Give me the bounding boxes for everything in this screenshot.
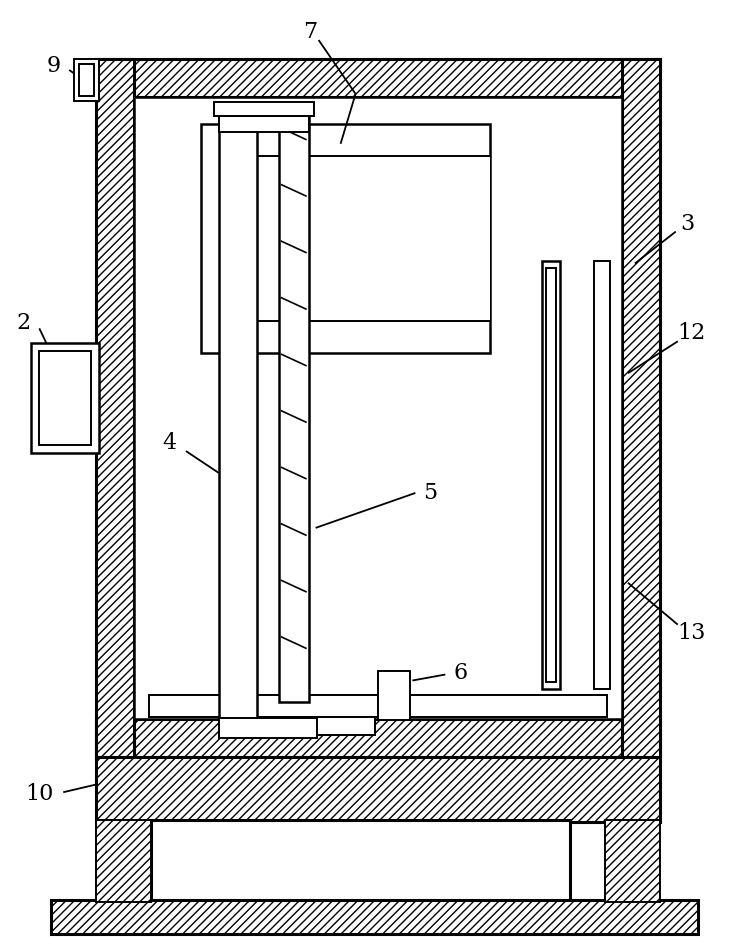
Bar (221, 717, 376, 735)
Bar (96, 59, 134, 758)
Bar (39, 351, 91, 445)
Bar (149, 695, 607, 717)
Text: 9: 9 (47, 55, 60, 77)
Bar (605, 820, 660, 902)
Bar (96, 59, 660, 96)
Text: 5: 5 (424, 482, 437, 504)
Bar (32, 343, 99, 453)
Bar (134, 96, 622, 719)
Text: 3: 3 (680, 213, 695, 235)
Text: 12: 12 (677, 323, 706, 344)
Bar (214, 102, 314, 115)
Bar (279, 114, 309, 703)
Bar (594, 260, 610, 690)
Text: 13: 13 (677, 622, 706, 643)
Bar (219, 124, 257, 721)
Text: 6: 6 (454, 661, 467, 684)
Bar (542, 260, 560, 690)
Bar (74, 59, 99, 101)
Text: 7: 7 (303, 21, 318, 44)
Bar (546, 269, 556, 681)
Bar (219, 718, 317, 739)
Bar (51, 900, 698, 934)
Text: 2: 2 (17, 312, 30, 334)
Bar (201, 124, 490, 353)
Bar (96, 820, 151, 902)
Bar (379, 671, 410, 721)
Text: 10: 10 (25, 783, 53, 805)
Bar (622, 59, 660, 758)
Bar (233, 156, 490, 322)
Text: 4: 4 (162, 432, 176, 454)
Bar (151, 820, 570, 902)
Bar (219, 115, 309, 131)
Bar (96, 719, 660, 758)
Bar (96, 758, 660, 822)
Bar (79, 64, 94, 96)
